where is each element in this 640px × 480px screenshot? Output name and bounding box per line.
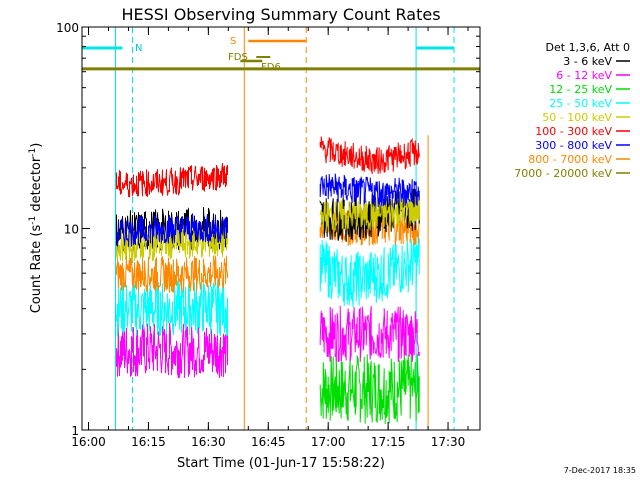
x-tick-label: 17:00 (311, 435, 346, 449)
legend-label: 12 - 25 keV (549, 83, 612, 96)
y-tick-label: 1 (71, 424, 79, 438)
y-tick-label: 10 (64, 223, 79, 237)
y-tick-label: 100 (56, 21, 79, 35)
x-tick-label: 17:15 (371, 435, 406, 449)
series-line-25-50kev-kev-1 (116, 279, 228, 337)
x-tick-label: 17:30 (431, 435, 466, 449)
x-tick-label: 16:45 (251, 435, 286, 449)
series-line-100-300kev-kev-1 (116, 162, 228, 198)
series-line-6-12kev-kev-2 (319, 305, 420, 363)
series-line-800-7000kev-kev-1 (116, 255, 228, 293)
x-tick-label: 16:00 (71, 435, 106, 449)
legend-label: 25 - 50 keV (549, 97, 612, 110)
x-axis-label: Start Time (01-Jun-17 15:58:22) (177, 456, 385, 471)
x-tick-label: 16:30 (191, 435, 226, 449)
series-line-50-100kev-kev-1 (116, 227, 228, 262)
chart-title: HESSI Observing Summary Count Rates (121, 5, 440, 24)
series-line-300-800kev-kev-1 (116, 213, 228, 247)
series-line-300-800kev-kev-2 (319, 173, 420, 208)
series-line-100-300kev-kev-2 (319, 136, 420, 175)
legend-label: 3 - 6 keV (563, 55, 612, 68)
fds-label: FDS (228, 52, 248, 63)
x-tick-label: 16:15 (131, 435, 166, 449)
series-line-50-100kev-kev-2 (319, 193, 420, 233)
x-axis: 16:00 16:15 16:30 16:45 17:00 17:15 17:30 (71, 27, 469, 449)
legend-label: 7000 - 20000 keV (514, 167, 612, 180)
legend-label: 800 - 7000 keV (528, 153, 612, 166)
saa-label: S (230, 36, 236, 47)
legend-label: 6 - 12 keV (556, 69, 612, 82)
y-axis-label: Count Rate (s-1 detector-1) (28, 143, 44, 314)
legend-label: 50 - 100 keV (542, 111, 612, 124)
plot-timestamp: 7-Dec-2017 18:35 (564, 466, 636, 475)
y-axis: 1 10 100 (56, 21, 480, 438)
night-label: N (135, 43, 142, 54)
legend-title: Det 1,3,6, Att 0 (546, 41, 630, 54)
series-line-6-12kev-kev-1 (116, 321, 228, 379)
series-line-25-50kev-kev-2 (319, 235, 420, 308)
legend-label: 300 - 800 keV (535, 139, 612, 152)
legend-label: 100 - 300 keV (535, 125, 612, 138)
